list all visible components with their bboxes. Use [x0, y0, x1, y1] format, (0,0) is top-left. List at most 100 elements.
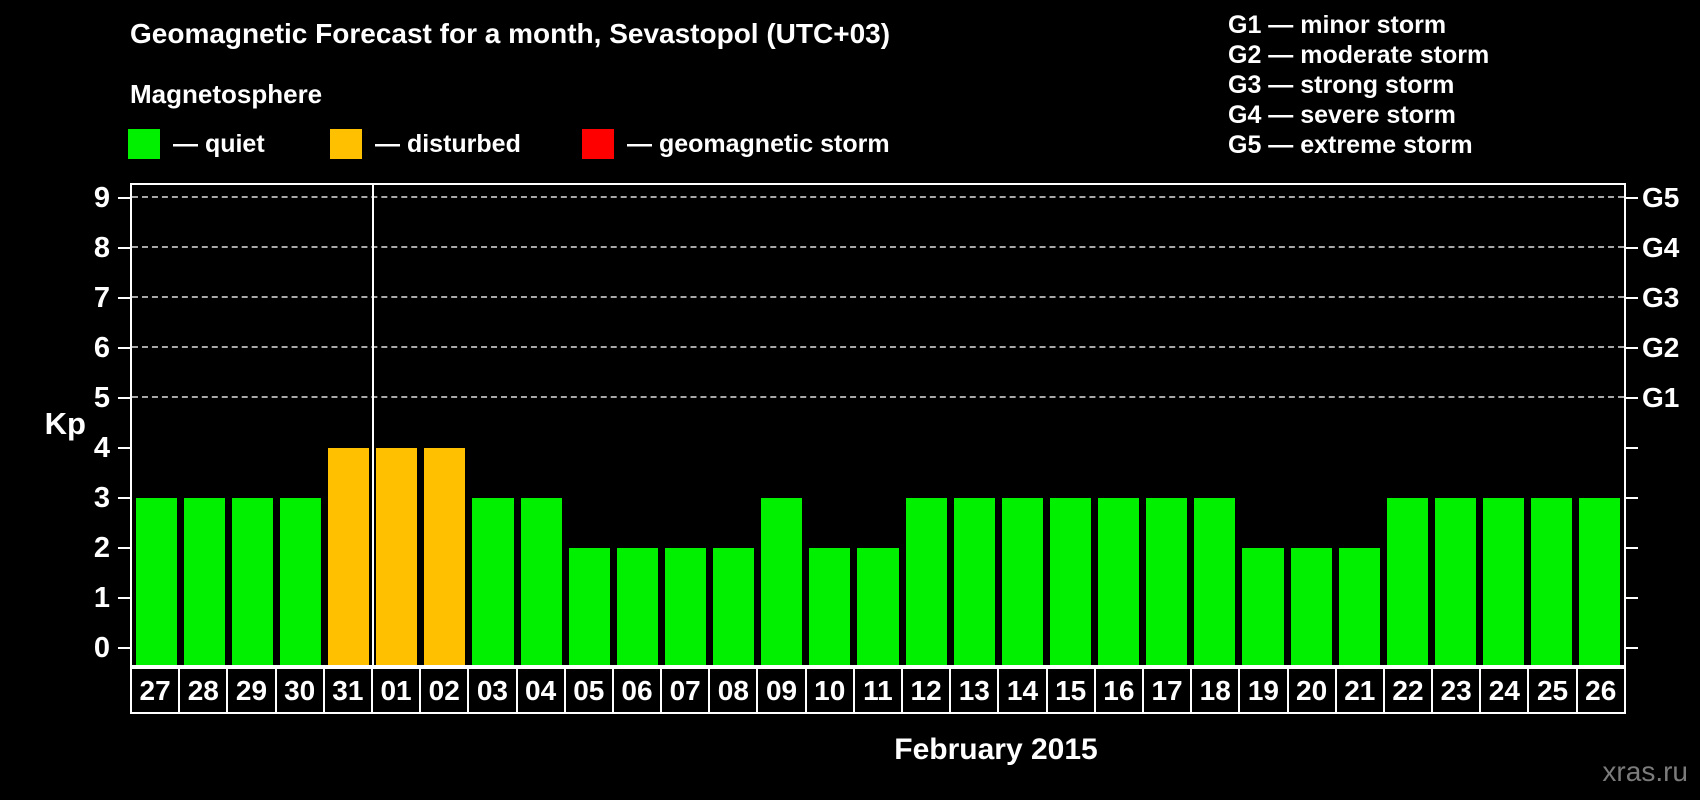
day-label: 07: [660, 667, 711, 714]
day-label: 05: [563, 667, 614, 714]
day-label: 08: [708, 667, 759, 714]
day-label: 21: [1334, 667, 1385, 714]
axis-tick: [118, 197, 130, 199]
g-scale-legend: G1 — minor storm G2 — moderate storm G3 …: [1228, 10, 1489, 160]
legend-item-storm: — geomagnetic storm: [582, 129, 890, 159]
day-label: 31: [322, 667, 373, 714]
axis-tick: [1626, 347, 1638, 349]
plot-inner: [132, 185, 1624, 665]
legend-item-label: — disturbed: [375, 130, 521, 158]
kp-bar-day-27: [135, 498, 177, 665]
axis-tick: [118, 647, 130, 649]
x-axis-day-labels: 27 28 29 30 31 01 02 03 04 05 06 07 08 09 10 11 12 13 14 15…: [130, 667, 1626, 714]
month-boundary-line: [371, 185, 374, 665]
legend-item-label: — quiet: [173, 130, 265, 158]
day-label: 26: [1575, 667, 1626, 714]
quiet-swatch-icon: [128, 129, 160, 159]
axis-tick: [1626, 497, 1638, 499]
legend-item-label: — geomagnetic storm: [627, 130, 890, 158]
magnetosphere-label: Magnetosphere: [130, 79, 323, 109]
g-axis-label-g3: G3: [1642, 282, 1680, 313]
page-title: Geomagnetic Forecast for a month, Sevast…: [130, 18, 891, 49]
legend-item-disturbed: — disturbed: [330, 129, 521, 159]
day-label: 22: [1382, 667, 1434, 714]
axis-tick: [118, 447, 130, 449]
kp-bar-day-02: [424, 448, 466, 665]
kp-bar-day-30: [279, 498, 321, 665]
kp-bar-day-16: [1098, 498, 1140, 665]
day-label: 15: [1045, 667, 1096, 714]
disturbed-swatch-icon: [330, 129, 362, 159]
storm-swatch-icon: [582, 129, 614, 159]
plot-area: [130, 183, 1626, 667]
kp-bar-day-28: [183, 498, 225, 665]
g-scale-item-g4: G4 — severe storm: [1228, 101, 1456, 129]
day-label: 03: [467, 667, 518, 714]
axis-tick: [1626, 597, 1638, 599]
axis-tick: [118, 597, 130, 599]
kp-bar-day-31: [328, 448, 370, 665]
month-label: February 2015: [894, 733, 1098, 766]
kp-bar-day-19: [1242, 548, 1284, 665]
gridline-kp-5: [132, 396, 1624, 398]
day-label: 02: [419, 667, 470, 714]
kp-bar-day-13: [953, 498, 995, 665]
day-label: 17: [1141, 667, 1193, 714]
day-label: 23: [1431, 667, 1482, 714]
kp-bar-day-11: [857, 548, 899, 665]
kp-bar-day-23: [1434, 498, 1477, 665]
day-label: 30: [274, 667, 325, 714]
day-label: 14: [997, 667, 1048, 714]
gridline-kp-8: [132, 246, 1624, 248]
y-tick-label: 2: [93, 532, 110, 564]
g-scale-item-g3: G3 — strong storm: [1228, 71, 1455, 99]
day-label: 24: [1479, 667, 1530, 714]
kp-bar-day-26: [1579, 498, 1621, 665]
day-label: 09: [756, 667, 807, 714]
day-label: 28: [178, 667, 229, 714]
axis-tick: [118, 347, 130, 349]
kp-bar-day-12: [905, 498, 947, 665]
axis-tick: [1626, 397, 1638, 399]
day-label: 04: [515, 667, 566, 714]
watermark: xras.ru: [1602, 756, 1688, 787]
axis-tick: [118, 547, 130, 549]
axis-tick: [1626, 447, 1638, 449]
g-scale-item-g2: G2 — moderate storm: [1228, 41, 1490, 69]
kp-bar-day-22: [1386, 498, 1428, 665]
day-label: 06: [611, 667, 663, 714]
kp-bar-day-17: [1146, 498, 1188, 665]
axis-tick: [1626, 297, 1638, 299]
y-tick-label: 8: [93, 232, 110, 264]
y-tick-label: 4: [93, 432, 110, 464]
y-tick-label: 9: [93, 182, 110, 214]
g-axis-label-g1: G1: [1642, 382, 1680, 413]
kp-bar-day-01: [376, 448, 418, 665]
kp-bar-day-21: [1338, 548, 1380, 665]
legend-item-quiet: — quiet: [128, 129, 265, 159]
kp-bar-day-04: [520, 498, 562, 665]
day-label: 11: [852, 667, 903, 714]
kp-bar-day-08: [713, 548, 755, 665]
day-label: 27: [130, 667, 181, 714]
kp-bar-day-06: [616, 548, 658, 665]
g-scale-item-g5: G5 — extreme storm: [1228, 131, 1473, 159]
kp-bar-day-25: [1531, 498, 1573, 665]
g-axis-label-g2: G2: [1642, 332, 1680, 363]
gridline-kp-7: [132, 296, 1624, 298]
kp-bar-day-20: [1290, 548, 1332, 665]
gridline-kp-6: [132, 346, 1624, 348]
g-axis-label-g5: G5: [1642, 182, 1680, 213]
axis-tick: [1626, 547, 1638, 549]
kp-bar-day-29: [231, 498, 273, 665]
day-label: 25: [1527, 667, 1578, 714]
axis-tick: [1626, 647, 1638, 649]
kp-bar-day-15: [1049, 498, 1092, 665]
day-label: 01: [370, 667, 422, 714]
kp-bar-day-07: [664, 548, 707, 665]
y-tick-label: 6: [93, 332, 110, 364]
y-tick-label: 5: [93, 382, 110, 414]
g-scale-item-g1: G1 — minor storm: [1228, 11, 1447, 39]
axis-tick: [118, 247, 130, 249]
